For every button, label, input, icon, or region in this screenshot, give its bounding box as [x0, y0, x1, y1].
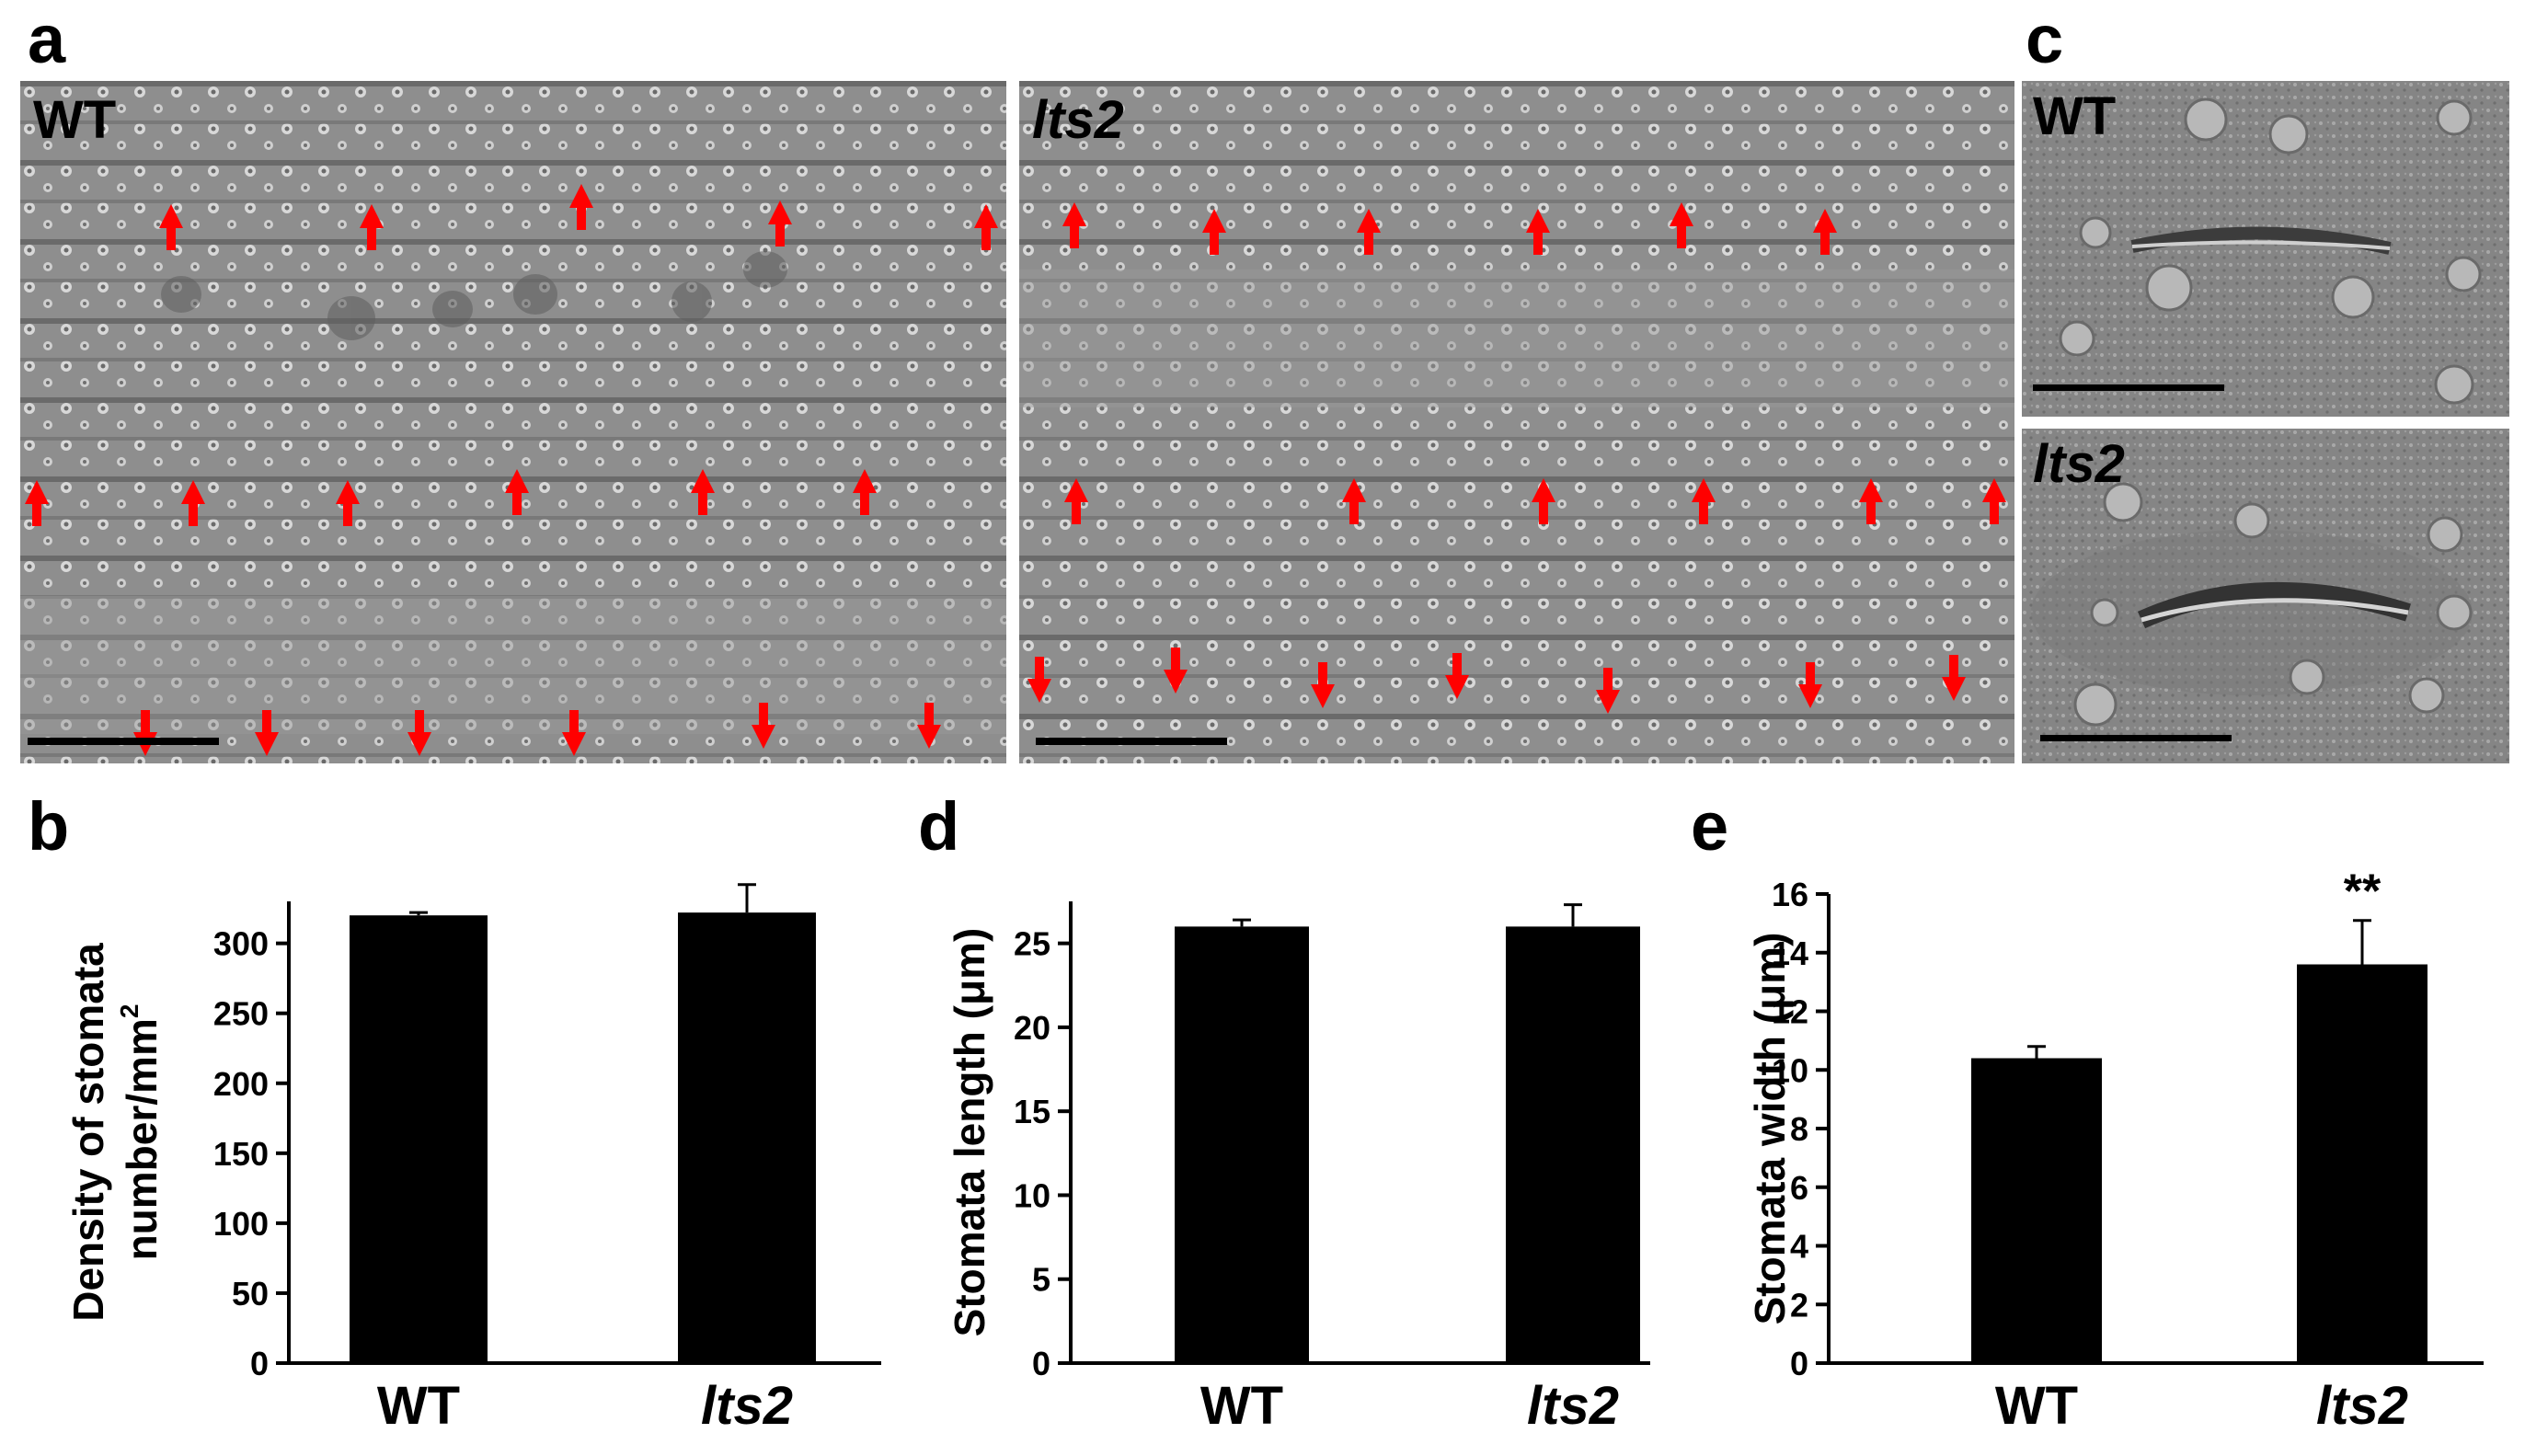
y-axis-label: Stomata width (μm)	[1746, 933, 1794, 1325]
y-tick-label: 200	[213, 1065, 269, 1103]
wt-stomata-spots	[161, 251, 787, 340]
panel-letter-a: a	[28, 1, 66, 77]
panel-letter-c: c	[2026, 1, 2064, 77]
y-tick-label: 0	[1790, 1345, 1808, 1382]
y-axis-label-units: number/mm2	[115, 1004, 166, 1261]
y-tick-label: 100	[213, 1205, 269, 1243]
y-tick-label: 6	[1790, 1169, 1808, 1207]
x-tick-label: lts2	[701, 1376, 793, 1436]
y-tick-label: 50	[232, 1275, 269, 1313]
scale-bar-wt-closeup	[2033, 384, 2224, 391]
y-tick-label: 16	[1772, 876, 1808, 913]
scale-bar-wt	[28, 738, 219, 745]
y-axis-label: Density of stomata	[64, 943, 112, 1322]
sem-image-lts2-overview: lts2	[1019, 81, 2014, 763]
y-tick-label: 2	[1790, 1286, 1808, 1324]
scale-bar-lts2-closeup	[2040, 735, 2232, 741]
y-tick-label: 12	[1772, 993, 1808, 1031]
bar-WT	[350, 915, 488, 1363]
bar-lts2	[1506, 926, 1640, 1363]
y-tick-label: 25	[1014, 925, 1050, 963]
y-tick-label: 250	[213, 995, 269, 1033]
x-tick-label: WT	[377, 1376, 460, 1436]
y-tick-label: 150	[213, 1135, 269, 1173]
significance-mark: **	[2344, 866, 2382, 919]
sem-closeup-wt	[2022, 81, 2509, 417]
sem-closeup-lts2	[2022, 429, 2509, 763]
y-tick-label: 15	[1014, 1093, 1050, 1130]
chart-e: 0 2 4 6 8 10 12 14 16 WT lts2 ** Stomata width (μm)	[1746, 866, 2484, 1436]
sem-label-wt-closeup: WT	[2033, 86, 2117, 146]
y-tick-label: 0	[250, 1345, 269, 1382]
y-tick-label: 300	[213, 925, 269, 963]
y-tick-label: 10	[1772, 1051, 1808, 1089]
sem-texture-wt	[20, 81, 1006, 763]
sem-image-lts2-stoma: lts2	[2022, 429, 2509, 763]
y-tick-label: 14	[1772, 934, 1808, 972]
sem-label-lts2-closeup: lts2	[2033, 434, 2125, 494]
chart-d: 0 5 10 15 20 25 WT lts2 Stomata length (μm)	[946, 901, 1650, 1436]
scale-bar-lts2	[1036, 738, 1227, 745]
bar-WT	[1971, 1058, 2102, 1363]
bar-lts2	[678, 912, 816, 1363]
panel-letter-d: d	[918, 788, 960, 865]
y-axis-label-superscript: 2	[115, 1004, 143, 1019]
x-tick-label: WT	[1200, 1376, 1283, 1436]
panel-letter-b: b	[28, 788, 70, 865]
y-axis-label: Stomata length (μm)	[946, 928, 993, 1337]
panel-letter-e: e	[1691, 788, 1729, 865]
y-tick-label: 0	[1032, 1345, 1050, 1382]
sem-image-wt-stoma: WT	[2022, 81, 2509, 417]
x-tick-label: lts2	[2316, 1376, 2408, 1436]
sem-label-wt: WT	[33, 90, 117, 150]
x-tick-label: lts2	[1527, 1376, 1619, 1436]
bar-WT	[1175, 926, 1309, 1363]
y-tick-label: 20	[1014, 1009, 1050, 1047]
y-tick-label: 10	[1014, 1176, 1050, 1214]
y-tick-label: 8	[1790, 1110, 1808, 1148]
y-tick-label: 5	[1032, 1261, 1050, 1299]
sem-image-wt-overview: WT	[20, 81, 1006, 763]
bar-lts2	[2297, 964, 2427, 1363]
sem-texture-lts2	[1019, 81, 2014, 763]
chart-b: 0 50 100 150 200 250 300 WT lts2 Density of stoma…	[64, 883, 881, 1436]
x-tick-label: WT	[1995, 1376, 2078, 1436]
sem-label-lts2: lts2	[1032, 90, 1124, 150]
y-tick-label: 4	[1790, 1228, 1808, 1266]
